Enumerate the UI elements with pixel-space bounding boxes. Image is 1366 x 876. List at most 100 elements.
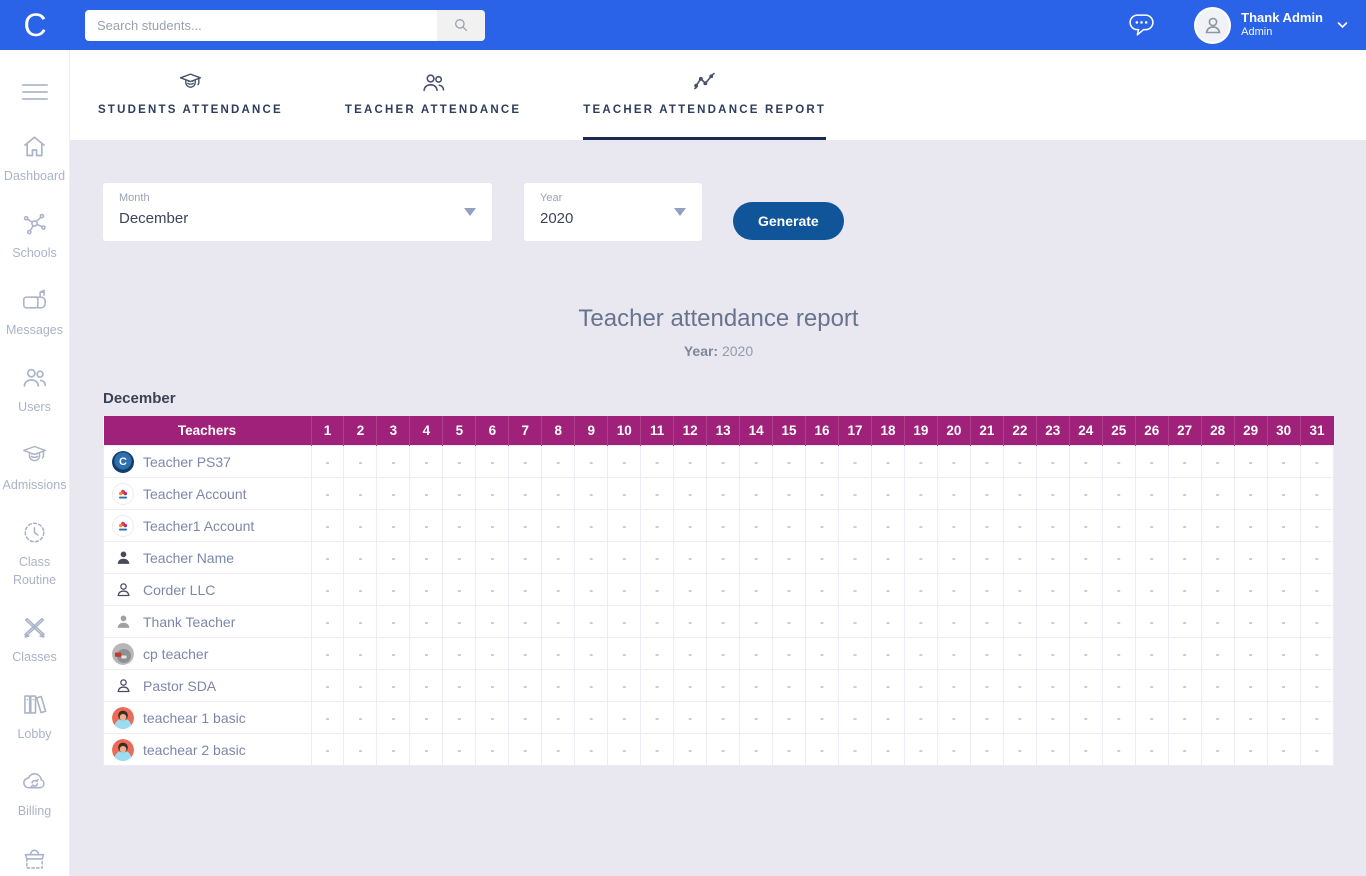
sidebar-item-billing[interactable]: Billing: [0, 755, 69, 832]
table-row: C Teacher PS37- - - - - - - - - - - - - - - - - - - - - - - - - - -…: [103, 445, 1335, 478]
attendance-cell: -: [310, 669, 345, 702]
sidebar-item-class-routine[interactable]: Class Routine: [0, 506, 69, 601]
attendance-cell: -: [310, 573, 345, 606]
attendance-cell: -: [607, 701, 642, 734]
sidebar-item-store[interactable]: [0, 832, 69, 876]
generate-button[interactable]: Generate: [733, 202, 844, 240]
attendance-cell: -: [376, 541, 411, 574]
attendance-cell: -: [1035, 445, 1070, 478]
attendance-cell: -: [838, 573, 872, 606]
clock-icon: [21, 519, 48, 546]
attendance-cell: -: [1266, 669, 1301, 702]
table-row: Pastor SDA - - - - - - - - - - - - - - - - - - - - - - - - - - - - - -…: [103, 669, 1335, 702]
attendance-cell: -: [1068, 573, 1103, 606]
attendance-cell: -: [838, 509, 872, 542]
attendance-cell: -: [936, 509, 971, 542]
month-select[interactable]: Month December: [103, 183, 492, 241]
attendance-cell: -: [475, 637, 510, 670]
attendance-cell: -: [541, 605, 576, 638]
sidebar-items: Dashboard Schools Messages Users Admissions C…: [0, 120, 69, 876]
attendance-cell: -: [343, 477, 378, 510]
attendance-cell: -: [969, 637, 1004, 670]
attendance-cell: -: [1068, 733, 1103, 766]
attendance-cell: -: [376, 605, 411, 638]
teacher-avatar: [112, 514, 134, 537]
sidebar-item-dashboard[interactable]: Dashboard: [0, 120, 69, 197]
attendance-cell: -: [607, 605, 642, 638]
column-header-day: 7: [508, 416, 543, 446]
user-menu[interactable]: Thank Admin Admin: [1241, 10, 1323, 40]
attendance-cell: -: [310, 445, 345, 478]
attendance-cell: -: [805, 669, 839, 702]
attendance-cell: -: [343, 637, 378, 670]
sidebar-item-label: Schools: [12, 246, 57, 261]
two-users-icon: [421, 70, 446, 95]
attendance-cell: -: [508, 701, 543, 734]
attendance-cell: -: [673, 509, 708, 542]
attendance-cell: -: [442, 573, 477, 606]
attendance-cell: -: [541, 701, 576, 734]
column-header-day: 4: [409, 416, 444, 446]
attendance-cell: -: [739, 477, 774, 510]
sidebar-item-admissions[interactable]: Admissions: [0, 429, 69, 506]
teacher-avatar: [112, 582, 134, 597]
attendance-cell: -: [772, 445, 807, 478]
home-icon: [21, 133, 48, 160]
attendance-cell: -: [673, 445, 708, 478]
attendance-cell: -: [1035, 669, 1070, 702]
attendance-cell: -: [1299, 733, 1335, 766]
attendance-cell: -: [343, 733, 378, 766]
attendance-cell: -: [607, 509, 642, 542]
attendance-cell: -: [936, 541, 971, 574]
attendance-cell: -: [640, 701, 675, 734]
attendance-cell: -: [1101, 701, 1136, 734]
menu-toggle-icon[interactable]: [21, 84, 48, 100]
attendance-cell: -: [574, 701, 609, 734]
teacher-name: Teacher Name: [143, 549, 235, 566]
attendance-cell: -: [1068, 477, 1103, 510]
teacher-avatar: [112, 706, 134, 729]
attendance-cell: -: [574, 477, 609, 510]
sidebar-item-messages[interactable]: Messages: [0, 274, 69, 351]
attendance-cell: -: [1299, 701, 1335, 734]
attendance-cell: -: [870, 573, 905, 606]
attendance-cell: -: [772, 573, 807, 606]
column-header-day: 20: [937, 416, 971, 446]
attendance-cell: -: [936, 669, 971, 702]
sidebar: Dashboard Schools Messages Users Admissions C…: [0, 50, 70, 876]
attendance-cell: -: [1200, 541, 1235, 574]
sidebar-item-schools[interactable]: Schools: [0, 197, 69, 274]
sidebar-item-classes[interactable]: Classes: [0, 601, 69, 678]
teacher-name: cp teacher: [143, 645, 209, 662]
column-header-day: 18: [871, 416, 905, 446]
pencils-icon: [21, 614, 48, 641]
search-input[interactable]: [85, 9, 437, 41]
tab-students-attendance[interactable]: STUDENTS ATTENDANCE: [98, 50, 283, 140]
attendance-cell: -: [409, 477, 444, 510]
attendance-cell: -: [772, 509, 807, 542]
sidebar-item-users[interactable]: Users: [0, 351, 69, 428]
search-button[interactable]: [437, 9, 485, 41]
attendance-cell: -: [838, 637, 872, 670]
chevron-down-icon[interactable]: [1337, 21, 1348, 29]
chat-icon[interactable]: [1127, 12, 1156, 39]
attendance-cell: -: [409, 573, 444, 606]
attendance-cell: -: [1233, 605, 1268, 638]
attendance-cell: -: [772, 637, 807, 670]
tab-label: TEACHER ATTENDANCE: [344, 104, 522, 116]
attendance-cell: -: [673, 605, 708, 638]
tab-teacher-attendance[interactable]: TEACHER ATTENDANCE: [345, 50, 521, 140]
tab-teacher-attendance-report[interactable]: TEACHER ATTENDANCE REPORT: [583, 50, 826, 140]
user-avatar[interactable]: [1194, 6, 1232, 44]
column-header-day: 21: [970, 416, 1004, 446]
attendance-cell: -: [1200, 573, 1235, 606]
bag-icon: [21, 845, 48, 872]
teacher-name: Teacher PS37: [143, 453, 231, 470]
teacher-cell: Teacher Account: [103, 477, 312, 510]
sidebar-item-lobby[interactable]: Lobby: [0, 678, 69, 755]
attendance-cell: -: [1134, 701, 1169, 734]
attendance-cell: -: [706, 445, 741, 478]
graduate-face-icon: [178, 70, 203, 95]
teacher-name: Teacher1 Account: [143, 517, 255, 534]
year-select[interactable]: Year 2020: [524, 183, 702, 241]
